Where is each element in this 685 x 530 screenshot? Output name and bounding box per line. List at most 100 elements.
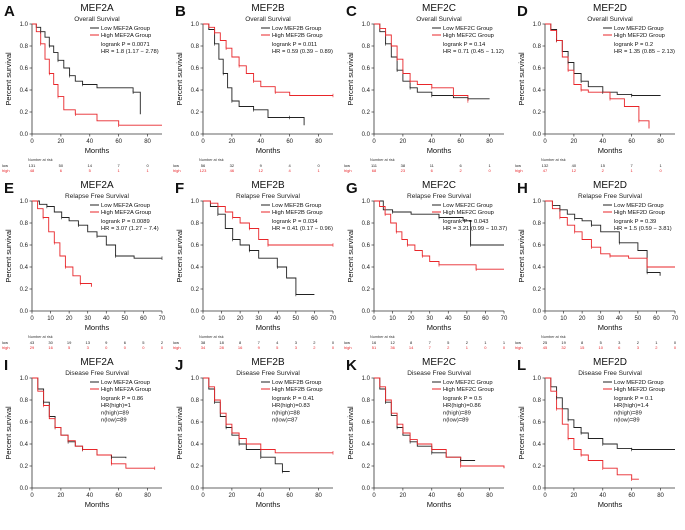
x-tick-label: 60 <box>115 139 122 145</box>
panel-subtitle: Overall Survival <box>245 16 291 23</box>
x-tick-label: 60 <box>140 316 147 322</box>
risk-low-count: 1 <box>488 163 491 168</box>
risk-high-count: 6 <box>618 345 621 350</box>
y-tick-label: 0.6 <box>533 243 542 249</box>
x-axis-label: Months <box>427 146 452 155</box>
x-tick-label: 30 <box>597 316 604 322</box>
y-tick-label: 0.6 <box>533 66 542 72</box>
y-tick-label: 0.8 <box>20 398 29 404</box>
risk-high-count: 0 <box>161 345 164 350</box>
risk-low-count: 132 <box>542 163 549 168</box>
y-tick-label: 1.0 <box>362 22 371 28</box>
risk-low-count: 0 <box>332 340 335 345</box>
legend-low-label: Low MEF2B Group <box>272 26 321 32</box>
stat-line: HR = 1.8 (1.17 − 2.78) <box>101 49 159 55</box>
high-group-curve <box>32 200 92 287</box>
risk-low-count: 38 <box>401 163 406 168</box>
y-axis-label: Percent survival <box>175 229 184 283</box>
risk-high-count: 5 <box>89 168 92 173</box>
y-tick-label: 0.6 <box>20 66 29 72</box>
risk-high-count: 51 <box>372 345 377 350</box>
legend-high-label: High MEF2C Group <box>443 210 494 216</box>
panel-title: MEF2B <box>251 3 285 14</box>
y-tick-label: 0.8 <box>191 221 200 227</box>
y-tick-label: 0.6 <box>362 66 371 72</box>
x-tick-label: 20 <box>229 493 236 499</box>
x-tick-label: 40 <box>86 493 93 499</box>
risk-low-count: 0 <box>146 163 149 168</box>
x-tick-label: 40 <box>257 139 264 145</box>
y-tick-label: 1.0 <box>362 199 371 205</box>
x-tick-label: 40 <box>445 316 452 322</box>
y-axis-label: Percent survival <box>517 229 526 283</box>
panel-letter: B <box>175 3 186 20</box>
x-tick-label: 20 <box>58 139 65 145</box>
y-tick-label: 0.8 <box>533 44 542 50</box>
panel-title: MEF2D <box>593 180 627 191</box>
risk-low-count: 38 <box>201 340 206 345</box>
y-tick-label: 0.4 <box>191 265 200 271</box>
y-tick-label: 0.0 <box>191 309 200 315</box>
panel-subtitle: Disease Free Survival <box>65 370 129 377</box>
risk-high-count: 6 <box>60 168 63 173</box>
panel-title: MEF2A <box>80 180 114 191</box>
panel-title: MEF2C <box>422 3 456 14</box>
y-tick-label: 1.0 <box>533 199 542 205</box>
y-tick-label: 0.0 <box>191 486 200 492</box>
panel-letter: D <box>517 3 528 20</box>
low-group-curve <box>203 200 315 295</box>
stat-line: logrank P = 0.2 <box>614 42 653 48</box>
risk-high-count: 34 <box>201 345 206 350</box>
legend-high-label: High MEF2A Group <box>101 33 151 39</box>
risk-high-count: 2 <box>313 345 316 350</box>
panel-letter: C <box>346 3 357 20</box>
x-tick-label: 70 <box>159 316 166 322</box>
x-tick-label: 60 <box>482 316 489 322</box>
risk-low-count: 12 <box>390 340 395 345</box>
risk-high-count: 3 <box>295 345 298 350</box>
risk-low-count: 8 <box>410 340 413 345</box>
x-tick-label: 80 <box>657 139 664 145</box>
stat-line: HR = 0.41 (0.17 − 0.96) <box>272 226 333 232</box>
risk-low-count: 131 <box>29 163 36 168</box>
x-tick-label: 40 <box>103 316 110 322</box>
y-axis-label: Percent survival <box>346 52 355 106</box>
x-tick-label: 10 <box>47 316 54 322</box>
x-tick-label: 40 <box>86 139 93 145</box>
risk-low-count: 5 <box>447 340 450 345</box>
legend-low-label: Low MEF2D Group <box>614 26 664 32</box>
x-tick-label: 10 <box>560 316 567 322</box>
x-tick-label: 60 <box>457 493 464 499</box>
legend-high-label: High MEF2B Group <box>272 33 323 39</box>
x-tick-label: 0 <box>543 139 547 145</box>
legend-low-label: Low MEF2A Group <box>101 203 150 209</box>
risk-low-count: 1 <box>659 163 662 168</box>
risk-low-count: 5 <box>142 340 145 345</box>
panel-title: MEF2D <box>593 357 627 368</box>
panel-title: MEF2C <box>422 180 456 191</box>
low-group-curve <box>203 23 305 126</box>
legend-high-label: High MEF2C Group <box>443 33 494 39</box>
x-tick-label: 40 <box>616 316 623 322</box>
risk-table-title: Number at risk <box>199 158 224 162</box>
high-group-curve <box>32 23 162 126</box>
x-tick-label: 0 <box>543 493 547 499</box>
x-tick-label: 40 <box>599 139 606 145</box>
risk-high-count: 29 <box>30 345 35 350</box>
risk-low-count: 8 <box>581 340 584 345</box>
x-tick-label: 50 <box>293 316 300 322</box>
legend-low-label: Low MEF2B Group <box>272 203 321 209</box>
y-axis-label: Percent survival <box>346 229 355 283</box>
risk-low-count: 2 <box>637 340 640 345</box>
y-tick-label: 0.8 <box>191 44 200 50</box>
x-tick-label: 0 <box>30 316 34 322</box>
risk-low-count: 1 <box>484 340 487 345</box>
y-tick-label: 0.6 <box>533 420 542 426</box>
y-tick-label: 0.4 <box>362 265 371 271</box>
risk-low-count: 3 <box>618 340 621 345</box>
x-tick-label: 0 <box>372 139 376 145</box>
y-tick-label: 0.6 <box>191 420 200 426</box>
y-axis-label: Percent survival <box>517 52 526 106</box>
stat-line: HR = 3.21 (0.99 − 10.37) <box>443 226 507 232</box>
